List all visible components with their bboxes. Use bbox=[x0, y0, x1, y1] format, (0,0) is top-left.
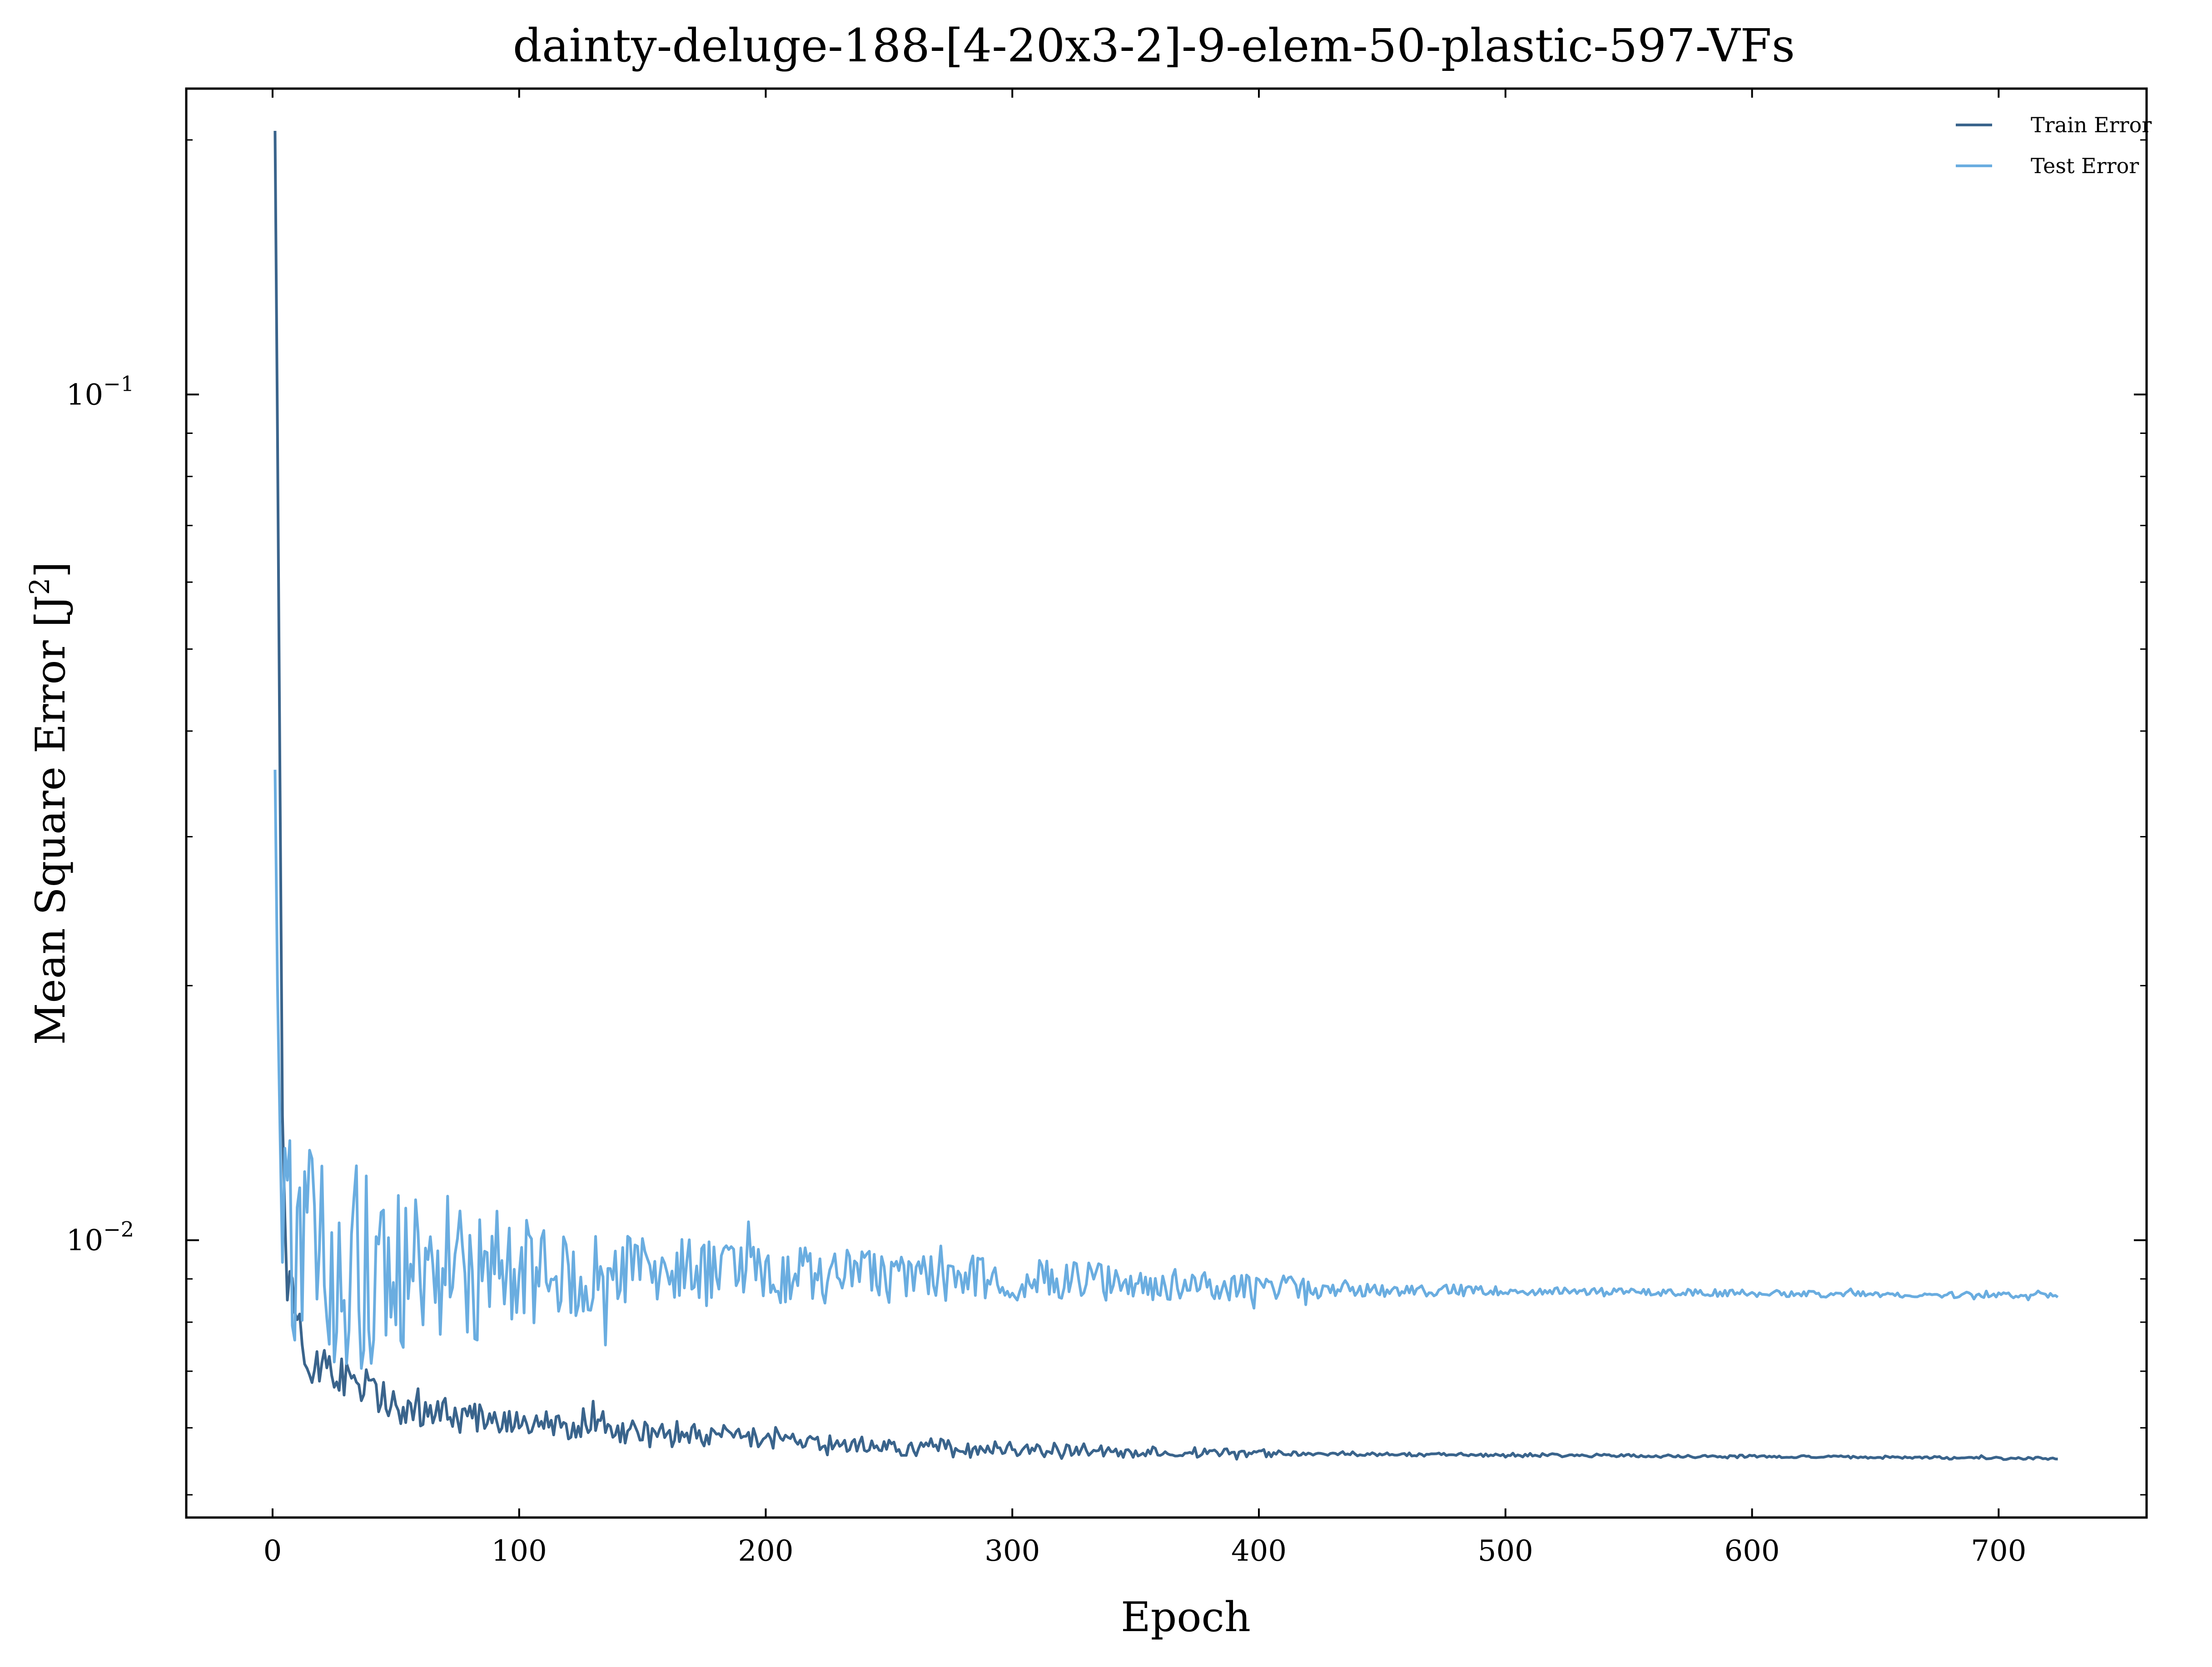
series-line-test-error bbox=[273, 770, 2059, 1370]
y-axis-label-sup: 2 bbox=[24, 577, 56, 595]
y-axis-label-end: ] bbox=[27, 562, 75, 577]
x-axis-label: Epoch bbox=[1121, 1593, 1251, 1641]
plot-area: 0 100 200 300 400 500 600 700 10−1 10−2 bbox=[66, 87, 2148, 1568]
legend-label-test: Test Error bbox=[2031, 154, 2139, 178]
x-tick-label: 300 bbox=[984, 1534, 1040, 1568]
x-tick-label: 400 bbox=[1231, 1534, 1287, 1568]
y-tick-label: 10−2 bbox=[66, 1217, 134, 1258]
series-group bbox=[273, 130, 2059, 1461]
x-tick-label: 100 bbox=[492, 1534, 547, 1568]
chart-title: dainty-deluge-188-[4-20x3-2]-9-elem-50-p… bbox=[513, 19, 1795, 72]
y-tick-label: 10−1 bbox=[66, 371, 134, 412]
y-axis-label: Mean Square Error [J2] bbox=[24, 562, 75, 1045]
x-tick-label: 0 bbox=[263, 1534, 282, 1568]
y-axis-ticks: 10−1 10−2 bbox=[66, 139, 2147, 1496]
legend-label-train: Train Error bbox=[2031, 113, 2152, 137]
series-line-train-error bbox=[273, 130, 2058, 1461]
x-tick-label: 600 bbox=[1724, 1534, 1780, 1568]
y-axis-label-main: Mean Square Error [J bbox=[27, 595, 75, 1045]
legend: Train Error Test Error bbox=[1956, 113, 2152, 178]
plot-frame bbox=[185, 87, 2148, 1519]
x-tick-label: 500 bbox=[1478, 1534, 1533, 1568]
x-tick-label: 700 bbox=[1971, 1534, 2026, 1568]
x-axis-ticks: 0 100 200 300 400 500 600 700 bbox=[263, 89, 2026, 1568]
x-tick-label: 200 bbox=[738, 1534, 793, 1568]
